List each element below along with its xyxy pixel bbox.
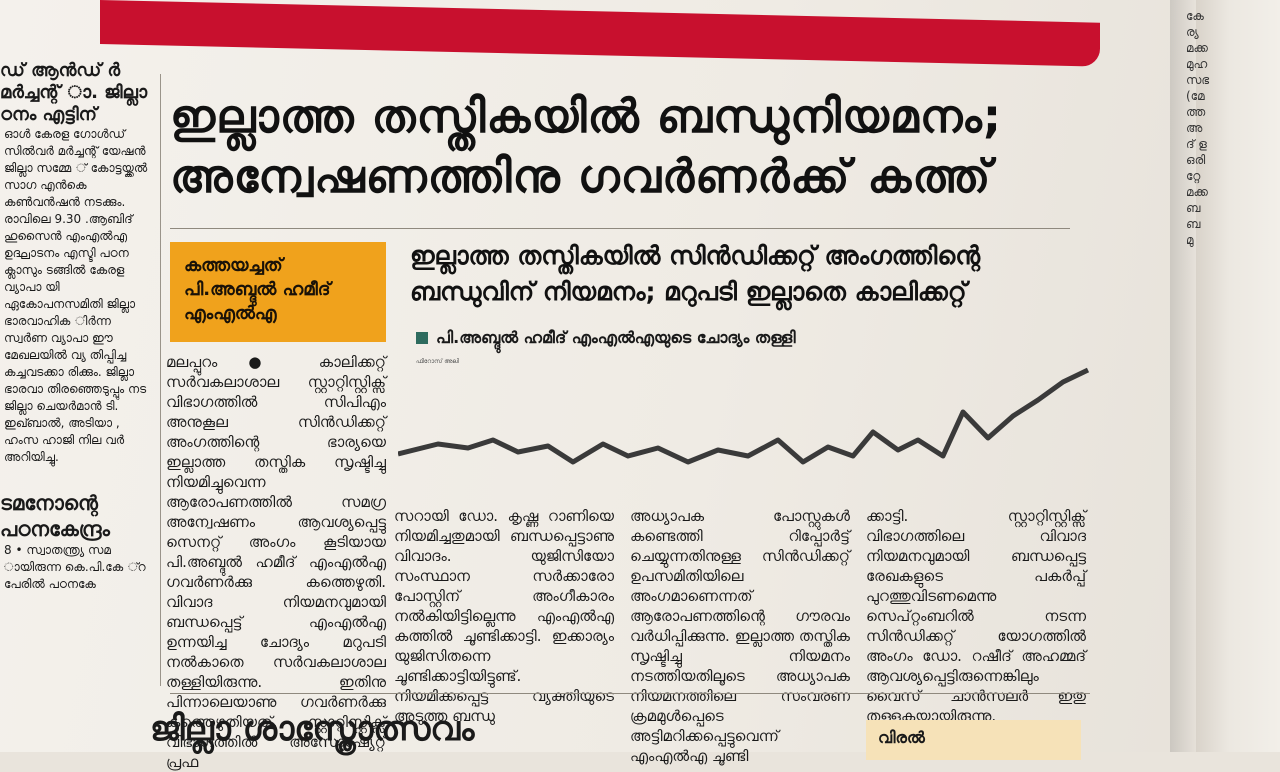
subheadline: ഇല്ലാത്ത തസ്തികയിൽ സിൻഡിക്കറ്റ് അംഗത്തിന… xyxy=(410,241,981,306)
fragment: മക്ക xyxy=(1186,41,1208,55)
body-text-3: അധ്യാപക പോസ്റ്റുകൾ കണ്ടെത്തി റിപ്പോർട്ട്… xyxy=(630,507,850,765)
left-column-body: ഓൾ കേരള ഗോൾഡ് സിൽവർ മർച്ചന്റ് യേഷൻ ജില്ല… xyxy=(4,127,148,464)
left-column-story: ഡ് ആൻഡ് ർ മർച്ചന്റ് ാ. ജില്ലാ ഠനം എട്ടിന… xyxy=(0,60,150,752)
bottom-headline: ജില്ലാ ശാസ്ത്രോത്സവം xyxy=(150,709,475,749)
adjacent-page xyxy=(1196,0,1280,752)
body-column-1: മലപ്പുറം ● കാലിക്കറ്റ് സർവകലാശാല സ്റ്റാറ… xyxy=(166,352,386,772)
bottom-rule xyxy=(170,693,1090,694)
body-text-1: മലപ്പുറം ● കാലിക്കറ്റ് സർവകലാശാല സ്റ്റാറ… xyxy=(166,353,386,771)
strip-author: ഫിറോസ് അലി xyxy=(416,358,459,365)
kicker-box: കത്തയച്ചത് പി.അബ്ദുൽ ഹമീദ് എംഎൽഎ xyxy=(170,242,386,342)
body-text-2: സറായി ഡോ. കൃഷ്ണ റാണിയെ നിയമിച്ചതുമായി ബന… xyxy=(394,507,614,725)
adjacent-page-text: കേ ര്യ മക്ക മുഹ സഭ (മേ ത്ത അ ദ് ള ഒരി റ്… xyxy=(1186,8,1280,248)
fragment: ര്യ xyxy=(1186,25,1199,39)
graph-strip-image: ഫിറോസ് അലി xyxy=(398,352,1098,482)
left-column-heading-2: ടമനോന്റെ പഠനകേന്ദ്രം xyxy=(0,491,110,541)
fragment: ബ xyxy=(1186,217,1201,231)
left-column-body-2: 8 • സ്വാതന്ത്ര്യ സമ ായിരുന്ന കെ.പി.കേ ്റ… xyxy=(4,543,146,591)
byline-text: പി.അബ്ദുൽ ഹമീദ് എംഎൽഎയുടെ ചോദ്യം തള്ളി xyxy=(436,328,796,347)
fragment: ത്ത xyxy=(1186,105,1206,119)
fragment: ഒരി xyxy=(1186,153,1206,167)
main-headline: ഇല്ലാത്ത തസ്തികയിൽ ബന്ധുനിയമനം; അന്വേഷണത… xyxy=(170,89,1003,203)
fragment: റ്റേ xyxy=(1186,169,1201,183)
byline: പി.അബ്ദുൽ ഹമീദ് എംഎൽഎയുടെ ചോദ്യം തള്ളി xyxy=(416,328,796,348)
left-column-heading: ഡ് ആൻഡ് ർ മർച്ചന്റ് ാ. ജില്ലാ ഠനം എട്ടിന… xyxy=(0,60,148,125)
trend-line-graphic xyxy=(398,367,1090,465)
fragment: അ xyxy=(1186,121,1203,135)
fragment: മുഹ xyxy=(1186,57,1208,71)
fragment: കേ xyxy=(1186,9,1204,23)
body-column-3: അധ്യാപക പോസ്റ്റുകൾ കണ്ടെത്തി റിപ്പോർട്ട്… xyxy=(630,506,850,766)
body-column-2: സറായി ഡോ. കൃഷ്ണ റാണിയെ നിയമിച്ചതുമായി ബന… xyxy=(394,506,614,726)
bottom-tag-box: വിരൽ xyxy=(866,720,1081,760)
headline-rule xyxy=(170,228,1070,229)
fragment: മക്ക xyxy=(1186,185,1208,199)
body-column-4: ക്കാട്ടി. സ്റ്റാറ്റിസ്റ്റിക്സ് വിഭാഗത്തി… xyxy=(866,506,1086,726)
body-text-4: ക്കാട്ടി. സ്റ്റാറ്റിസ്റ്റിക്സ് വിഭാഗത്തി… xyxy=(866,507,1086,725)
red-masthead-band xyxy=(100,0,1100,67)
fragment: സഭ xyxy=(1186,73,1210,87)
fragment: മു xyxy=(1186,233,1194,247)
fragment: ദ് ള xyxy=(1186,137,1207,151)
fragment: ബ xyxy=(1186,201,1201,215)
byline-square-icon xyxy=(416,332,428,344)
column-divider xyxy=(160,74,161,686)
fragment: (മേ xyxy=(1186,89,1205,103)
